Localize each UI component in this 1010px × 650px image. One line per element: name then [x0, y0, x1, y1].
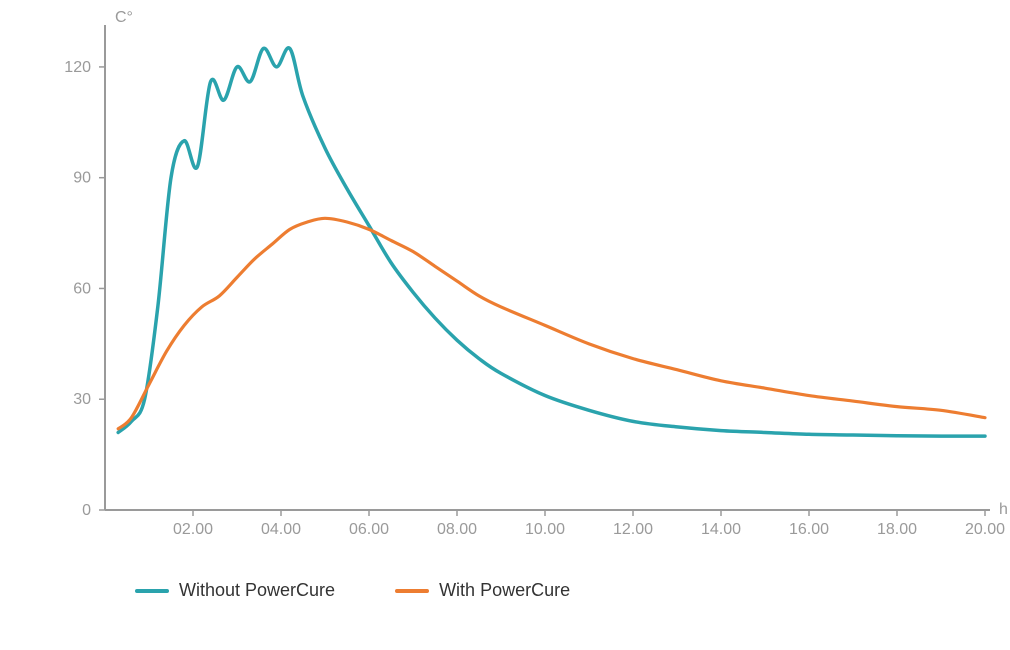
- x-tick-label: 12.00: [613, 521, 653, 538]
- chart-legend: Without PowerCure With PowerCure: [135, 580, 570, 601]
- chart-container: 0 30 60 90 120 C° 02.00 04.00 06.00 08.00 10.00 12.…: [0, 0, 1010, 650]
- axes: 0 30 60 90 120 C° 02.00 04.00 06.00 08.00 10.00 12.…: [64, 9, 1008, 538]
- x-tick-label: 06.00: [349, 521, 389, 538]
- x-tick-label: 02.00: [173, 521, 213, 538]
- x-tick-label: 18.00: [877, 521, 917, 538]
- x-tick-label: 14.00: [701, 521, 741, 538]
- x-tick-label: 20.00: [965, 521, 1005, 538]
- line-chart: 0 30 60 90 120 C° 02.00 04.00 06.00 08.00 10.00 12.…: [0, 0, 1010, 650]
- white-overlay: [225, 445, 375, 477]
- legend-label: Without PowerCure: [179, 580, 335, 601]
- x-axis-label: h: [999, 501, 1008, 518]
- series-line-0: [118, 48, 985, 436]
- x-tick-label: 10.00: [525, 521, 565, 538]
- y-tick-label: 0: [82, 502, 91, 519]
- y-axis-label: C°: [115, 9, 133, 26]
- x-tick-label: 08.00: [437, 521, 477, 538]
- y-tick-label: 60: [73, 280, 91, 297]
- y-tick-label: 120: [64, 59, 91, 76]
- y-tick-label: 90: [73, 170, 91, 187]
- x-tick-label: 04.00: [261, 521, 301, 538]
- y-tick-label: 30: [73, 391, 91, 408]
- legend-swatch: [135, 589, 169, 593]
- x-tick-label: 16.00: [789, 521, 829, 538]
- legend-item: Without PowerCure: [135, 580, 335, 601]
- legend-label: With PowerCure: [439, 580, 570, 601]
- legend-swatch: [395, 589, 429, 593]
- legend-item: With PowerCure: [395, 580, 570, 601]
